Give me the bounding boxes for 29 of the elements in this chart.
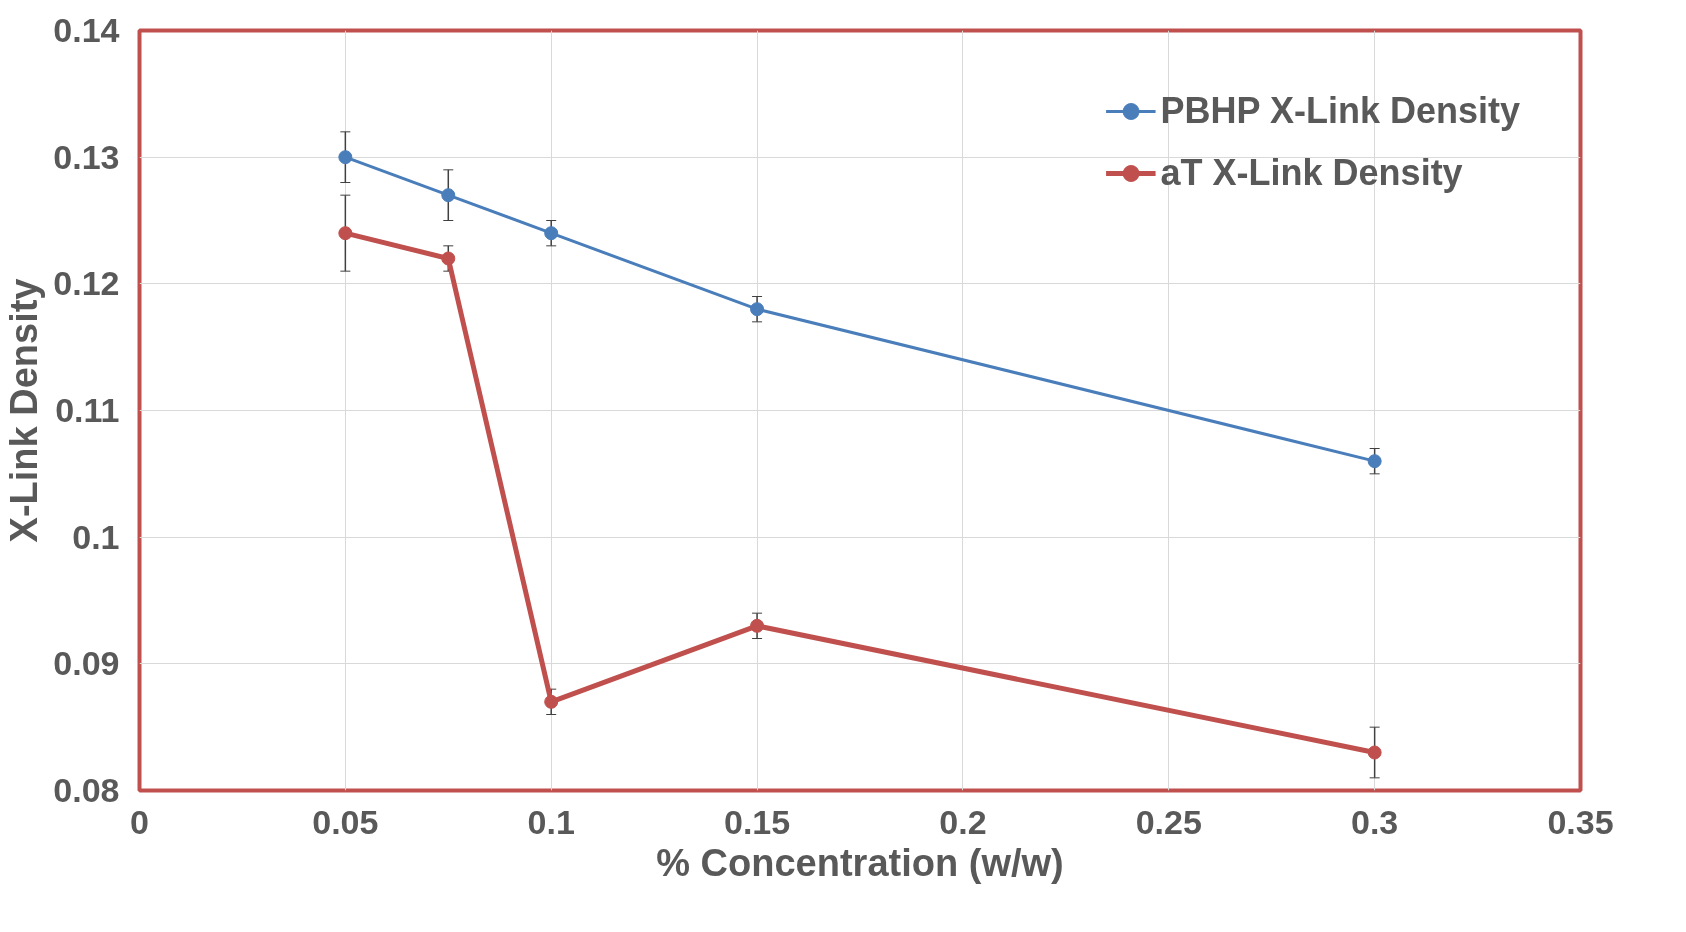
point [544, 226, 559, 241]
y-tick-label: 0.08 [53, 771, 120, 809]
x-tick-label: 0.2 [939, 802, 987, 841]
legend-label: aT X-Link Density [1160, 152, 1463, 194]
y-tick-label: 0.11 [55, 391, 120, 429]
y-tick-label: 0.14 [53, 11, 120, 49]
x-tick-label: 0.35 [1547, 802, 1614, 841]
x-tick-label: 0.25 [1135, 802, 1202, 841]
x-tick-label: 0.1 [527, 802, 575, 841]
point [750, 302, 765, 317]
x-tick-label: 0 [130, 802, 149, 841]
legend-label: PBHP X-Link Density [1160, 90, 1520, 132]
point [441, 251, 456, 266]
x-tick-label: 0.05 [312, 802, 379, 841]
y-tick-label: 0.1 [72, 517, 120, 556]
y-tick-label: 0.12 [53, 264, 120, 303]
point [750, 618, 765, 633]
y-tick-label: 0.09 [53, 644, 120, 683]
y-axis-title: X-Link Density [3, 278, 46, 543]
x-tick-label: 0.15 [723, 802, 791, 841]
point [441, 188, 456, 203]
point [1367, 745, 1382, 760]
point [338, 226, 353, 241]
x-tick-label: 0.3 [1351, 802, 1399, 841]
x-axis-title: % Concentration (w/w) [656, 841, 1064, 884]
point [544, 694, 559, 709]
point [338, 150, 353, 165]
y-tick-label: 0.13 [53, 137, 120, 176]
point [1367, 454, 1382, 469]
